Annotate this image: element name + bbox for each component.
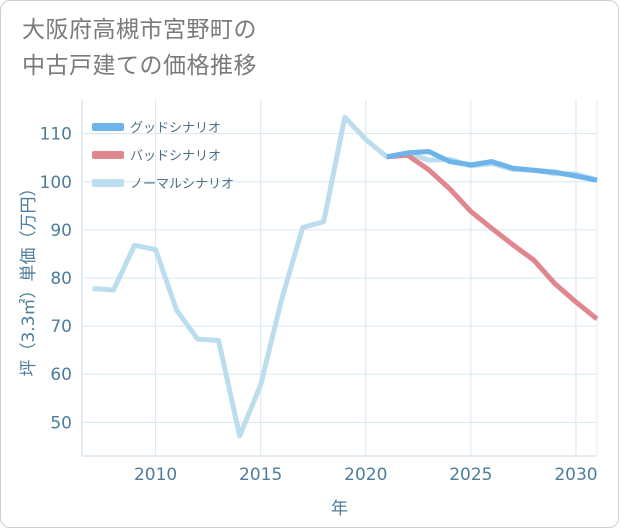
legend-label: バッドシナリオ bbox=[130, 149, 221, 164]
y-tick-label: 100 bbox=[40, 173, 72, 193]
chart-title: 大阪府高槻市宮野町の 中古戸建ての価格推移 bbox=[22, 12, 257, 84]
legend-item-1[interactable]: バッドシナリオ bbox=[92, 149, 221, 164]
legend-swatch bbox=[92, 151, 124, 159]
y-tick-label: 60 bbox=[50, 365, 72, 385]
legend-label: ノーマルシナリオ bbox=[130, 177, 234, 192]
x-tick-label: 2030 bbox=[554, 465, 597, 485]
y-tick-label: 90 bbox=[50, 221, 72, 241]
title-line-2: 中古戸建ての価格推移 bbox=[22, 53, 257, 79]
x-tick-label: 2010 bbox=[134, 465, 177, 485]
y-tick-label: 50 bbox=[50, 413, 72, 433]
series-line-2 bbox=[92, 114, 598, 439]
series-lines bbox=[92, 114, 599, 439]
y-tick-label: 70 bbox=[50, 317, 72, 337]
legend-swatch bbox=[92, 179, 124, 187]
legend-item-2[interactable]: ノーマルシナリオ bbox=[92, 177, 234, 192]
x-tick-label: 2020 bbox=[344, 465, 387, 485]
x-tick-label: 2015 bbox=[239, 465, 282, 485]
y-tick-label: 110 bbox=[40, 125, 72, 145]
axis-ticks: 50 60 70 80 90 100 110 2010 2015 2020 2025 2030 bbox=[40, 125, 598, 485]
legend-label: グッドシナリオ bbox=[130, 121, 221, 136]
x-axis-label: 年 bbox=[331, 499, 348, 519]
series-line-0 bbox=[386, 149, 598, 183]
y-axis-label: 坪（3.3㎡）単価（万円） bbox=[19, 179, 39, 376]
legend-swatch bbox=[92, 123, 124, 131]
x-tick-label: 2025 bbox=[449, 465, 492, 485]
y-tick-label: 80 bbox=[50, 269, 72, 289]
series-line-1 bbox=[386, 152, 599, 321]
title-line-1: 大阪府高槻市宮野町の bbox=[22, 17, 257, 43]
legend-item-0[interactable]: グッドシナリオ bbox=[92, 121, 221, 136]
